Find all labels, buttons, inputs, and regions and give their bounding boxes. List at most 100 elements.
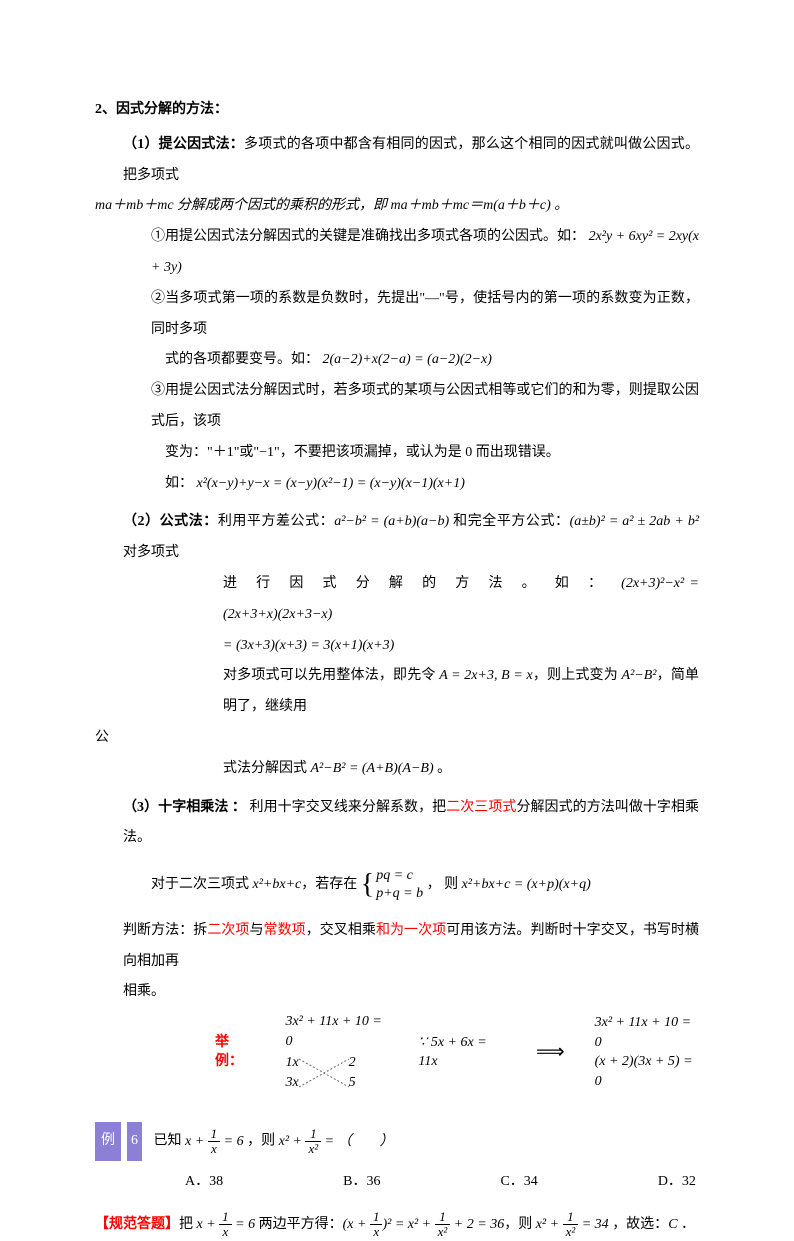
m3-ta: 利用十字交叉线来分解系数，把: [246, 800, 446, 815]
m2-eqa: a²−b² = (a+b)(a−b): [334, 514, 449, 529]
af4d: x²: [563, 1225, 579, 1239]
ans-t3: ，则: [504, 1217, 536, 1232]
m2-ta: 利用平方差公式：: [218, 514, 334, 529]
brace-block: { pq = c p+q = b: [361, 854, 423, 916]
m3-prefix: （3）十字相乘法 ：: [123, 800, 246, 815]
af3d: x²: [435, 1225, 451, 1239]
m2-l2a: 进 行 因 式 分 解 的 方 法 。 如 ：: [223, 576, 621, 591]
af3n: 1: [435, 1210, 451, 1225]
cross-lines-icon: [299, 1055, 355, 1091]
m3-red3: 常数项: [264, 923, 306, 938]
m3-l2b: ，若存在: [301, 877, 361, 892]
method3-heading: （3）十字相乘法 ： 利用十字交叉线来分解系数，把二次三项式分解因式的方法叫做十…: [95, 793, 699, 855]
m3-line3: 判断方法：拆二次项与常数项，交叉相乘和为一次项可用该方法。判断时十字交叉，书写时…: [95, 916, 699, 978]
m2-line3: = (3x+3)(x+3) = 3(x+1)(x+3): [95, 631, 699, 662]
section-title: 2、因式分解的方法：: [95, 95, 699, 126]
m3-l2c: ， 则: [427, 877, 462, 892]
answer-label: 【规范答题】: [95, 1217, 179, 1232]
ex6-eq2-lhs: x² +: [279, 1134, 306, 1149]
m1-p1a: ①用提公因式法分解因式的关键是准确找出多项式各项的公因式。如：: [151, 229, 585, 244]
m2-eqb: (a±b)² = a² ± 2ab + b²: [570, 514, 699, 529]
af4n: 1: [563, 1210, 579, 1225]
m1-prefix: （1）提公因式法：: [123, 137, 244, 152]
m3-red1: 二次三项式: [446, 800, 516, 815]
a-eq3a: x² +: [536, 1217, 563, 1232]
m1-p2a: ②当多项式第一项的系数是负数时，先提出"—"号，使括号内的第一项的系数变为正数，…: [95, 284, 699, 346]
ex6-eq1-lhs: x +: [185, 1134, 208, 1149]
arrow-icon: ⟹: [536, 1038, 565, 1066]
m2-line5: 式法分解因式 A²−B² = (A+B)(A−B) 。: [95, 754, 699, 785]
a-eq2c: + 2 = 36: [450, 1217, 504, 1232]
m2-l4eq1: A = 2x+3, B = x: [439, 668, 532, 683]
ex6-eq1-rhs: = 6: [220, 1134, 243, 1149]
answer: 【规范答题】把 x + 1x = 6 两边平方得：(x + 1x)² = x² …: [95, 1210, 699, 1241]
ans-t5: ．: [678, 1217, 696, 1232]
m1-line2: ma＋mb＋mc 分解成两个因式的乘积的形式，即 ma＋mb＋mc＝m(a＋b＋…: [95, 191, 699, 222]
m2-line2: 进 行 因 式 分 解 的 方 法 。 如 ： (2x+3)²−x² = (2x…: [95, 569, 699, 631]
m2-l4eq2: A²−B²: [622, 668, 657, 683]
ans-letter: C: [668, 1217, 677, 1232]
m1-p1: ①用提公因式法分解因式的关键是准确找出多项式各项的公因式。如： 2x²y + 6…: [95, 222, 699, 284]
cross-r1c1: 1x: [285, 1053, 298, 1073]
cross-res2: (x + 2)(3x + 5) = 0: [595, 1052, 699, 1091]
m1-p2b: 式的各项都要变号。如： 2(a−2)+x(2−a) = (a−2)(2−x): [95, 345, 699, 376]
f1n: 1: [208, 1127, 221, 1142]
m2-line4d: 公: [95, 723, 699, 754]
brace-bot: p+q = b: [376, 885, 423, 903]
opt-a[interactable]: A．38: [185, 1167, 223, 1198]
m2-l4b: ，则上式变为: [533, 668, 622, 683]
m3-l3a: 判断方法：拆: [123, 923, 207, 938]
method2-heading: （2）公式法：利用平方差公式：a²−b² = (a+b)(a−b) 和完全平方公…: [95, 507, 699, 569]
a-eq1r: = 6: [232, 1217, 255, 1232]
ex6-eq2-rhs: = （ ）: [321, 1134, 393, 1149]
ans-t4: ，故选：: [609, 1217, 669, 1232]
cross-res1: 3x² + 11x + 10 = 0: [595, 1013, 699, 1052]
example-num: 6: [127, 1122, 142, 1161]
m1-line2-text: ma＋mb＋mc 分解成两个因式的乘积的形式，即 ma＋mb＋mc＝m(a＋b＋…: [95, 198, 568, 213]
m3-l3b: 与: [249, 923, 263, 938]
m1-p3b: 变为："＋1"或"−1"，不要把该项漏掉，或认为是 0 而出现错误。: [95, 438, 699, 469]
brace-top: pq = c: [376, 867, 423, 885]
cross-mid: ∵ 5x + 6x = 11x: [418, 1033, 506, 1072]
ex6-eq2: x² + 1x² = （ ）: [279, 1134, 394, 1149]
m2-tb: 和完全平方公式：: [449, 514, 569, 529]
m2-l5a: 式法分解因式: [223, 761, 311, 776]
opt-d[interactable]: D．32: [658, 1167, 696, 1198]
m3-l2eq1: x²+bx+c: [253, 877, 302, 892]
m3-line2: 对于二次三项式 x²+bx+c，若存在 { pq = c p+q = b ， 则…: [95, 854, 699, 916]
cross-r2c1: 3x: [285, 1073, 298, 1093]
m1-p3a: ③用提公因式法分解因式时，若多项式的某项与公因式相等或它们的和为零，则提取公因式…: [95, 376, 699, 438]
opt-b[interactable]: B．36: [343, 1167, 380, 1198]
ans-t1: 把: [179, 1217, 197, 1232]
a-eq2b: )² = x² +: [382, 1217, 434, 1232]
example-badge: 例: [95, 1122, 121, 1161]
ans-t2: 两边平方得：: [255, 1217, 343, 1232]
m3-red4: 和为一次项: [376, 923, 446, 938]
m1-p3eq: x²(x−y)+y−x = (x−y)(x²−1) = (x−y)(x−1)(x…: [197, 476, 465, 491]
f2n: 1: [305, 1127, 321, 1142]
a-eq3b: = 34: [578, 1217, 608, 1232]
a-eq2a: (x +: [343, 1217, 370, 1232]
m2-prefix: （2）公式法：: [123, 514, 218, 529]
ex6-qb: ，则: [247, 1134, 279, 1149]
example6: 例6 已知 x + 1x = 6 ，则 x² + 1x² = （ ）: [95, 1122, 699, 1161]
m2-line4: 对多项式可以先用整体法，即先令 A = 2x+3, B = x，则上式变为 A²…: [95, 661, 699, 723]
m3-l3c: ，交叉相乘: [306, 923, 376, 938]
m2-l3eq: = (3x+3)(x+3) = 3(x+1)(x+3): [223, 638, 394, 653]
m1-p3c-text: 如：: [165, 476, 193, 491]
options: A．38 B．36 C．34 D．32: [185, 1167, 699, 1198]
af2d: x: [370, 1225, 383, 1239]
af2n: 1: [370, 1210, 383, 1225]
m2-l4a: 对多项式可以先用整体法，即先令: [223, 668, 439, 683]
af1n: 1: [219, 1210, 232, 1225]
cross-right: 3x² + 11x + 10 = 0 (x + 2)(3x + 5) = 0: [595, 1013, 699, 1091]
m3-l2eq2: x²+bx+c = (x+p)(x+q): [462, 877, 591, 892]
a-eq1l: x +: [197, 1217, 220, 1232]
ex6-eq1: x + 1x = 6: [185, 1134, 247, 1149]
ex6-qa: 已知: [154, 1134, 186, 1149]
m2-l5b: 。: [434, 761, 452, 776]
m1-p3c: 如： x²(x−y)+y−x = (x−y)(x²−1) = (x−y)(x−1…: [95, 469, 699, 500]
m2-l5eq: A²−B² = (A+B)(A−B): [311, 761, 434, 776]
m3-l2a: 对于二次三项式: [151, 877, 253, 892]
opt-c[interactable]: C．34: [500, 1167, 537, 1198]
